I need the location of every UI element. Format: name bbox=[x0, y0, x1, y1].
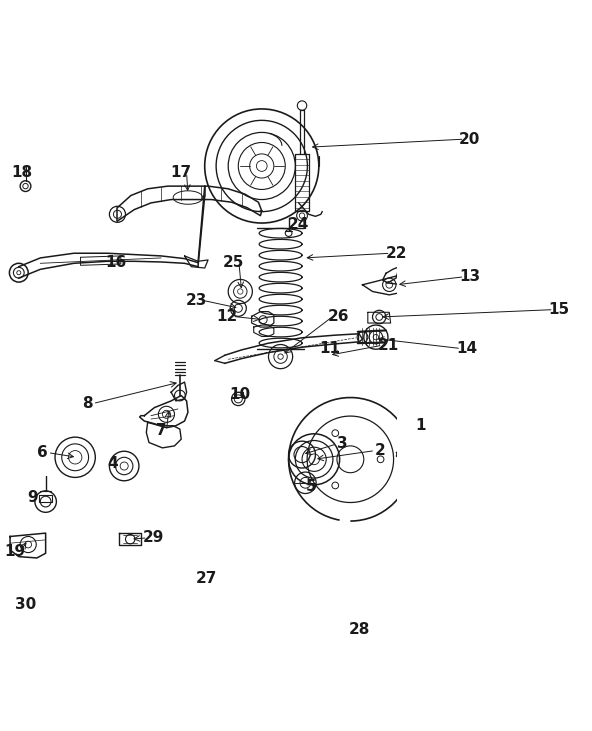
Text: 1: 1 bbox=[416, 418, 426, 433]
Text: 29: 29 bbox=[142, 530, 164, 545]
Text: 8: 8 bbox=[82, 396, 92, 411]
Text: 4: 4 bbox=[108, 456, 118, 471]
Text: 23: 23 bbox=[186, 292, 207, 308]
Text: 21: 21 bbox=[377, 338, 398, 352]
Text: 17: 17 bbox=[170, 165, 192, 181]
Text: 11: 11 bbox=[320, 341, 341, 356]
Text: 24: 24 bbox=[288, 217, 310, 232]
Text: 9: 9 bbox=[27, 490, 37, 505]
Text: 5: 5 bbox=[305, 480, 316, 494]
Text: 6: 6 bbox=[37, 445, 48, 460]
Text: 16: 16 bbox=[105, 255, 126, 270]
Text: 2: 2 bbox=[375, 443, 386, 458]
Text: 30: 30 bbox=[15, 597, 36, 613]
Text: 22: 22 bbox=[385, 246, 407, 261]
Text: 25: 25 bbox=[223, 255, 244, 270]
Text: 10: 10 bbox=[229, 387, 250, 402]
Text: 26: 26 bbox=[327, 308, 349, 324]
Text: 28: 28 bbox=[349, 621, 370, 637]
Text: 19: 19 bbox=[4, 544, 25, 558]
Text: 7: 7 bbox=[156, 423, 166, 438]
Text: 20: 20 bbox=[459, 132, 481, 147]
Text: 15: 15 bbox=[549, 302, 570, 317]
Text: 3: 3 bbox=[337, 436, 348, 451]
Text: 12: 12 bbox=[216, 308, 237, 324]
Text: 14: 14 bbox=[456, 341, 477, 356]
Text: 18: 18 bbox=[11, 165, 32, 181]
Text: 27: 27 bbox=[196, 571, 217, 586]
Text: 13: 13 bbox=[459, 269, 480, 284]
